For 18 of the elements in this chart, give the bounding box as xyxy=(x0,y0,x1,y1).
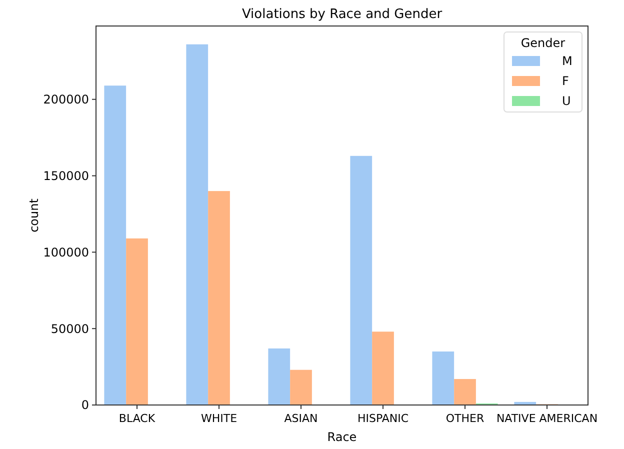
y-axis-title: count xyxy=(27,198,41,232)
legend-title: Gender xyxy=(520,36,566,50)
y-tick-label: 200000 xyxy=(43,92,89,107)
legend-label: F xyxy=(562,74,569,88)
x-tick-label: HISPANIC xyxy=(357,412,409,425)
x-tick-label: ASIAN xyxy=(284,412,318,425)
legend-label: U xyxy=(562,94,571,108)
x-tick-label: OTHER xyxy=(446,412,484,425)
y-tick-label: 50000 xyxy=(50,322,89,336)
x-tick-label: BLACK xyxy=(118,412,156,425)
legend-label: M xyxy=(562,54,572,68)
y-tick-label: 0 xyxy=(81,398,89,412)
x-tick-label: WHITE xyxy=(200,412,238,425)
chart-title: Violations by Race and Gender xyxy=(242,7,443,22)
y-tick-label: 150000 xyxy=(43,168,89,183)
y-tick-label: 100000 xyxy=(43,245,89,260)
x-tick-label: NATIVE AMERICAN xyxy=(496,412,598,425)
x-axis-title: Race xyxy=(327,430,357,444)
